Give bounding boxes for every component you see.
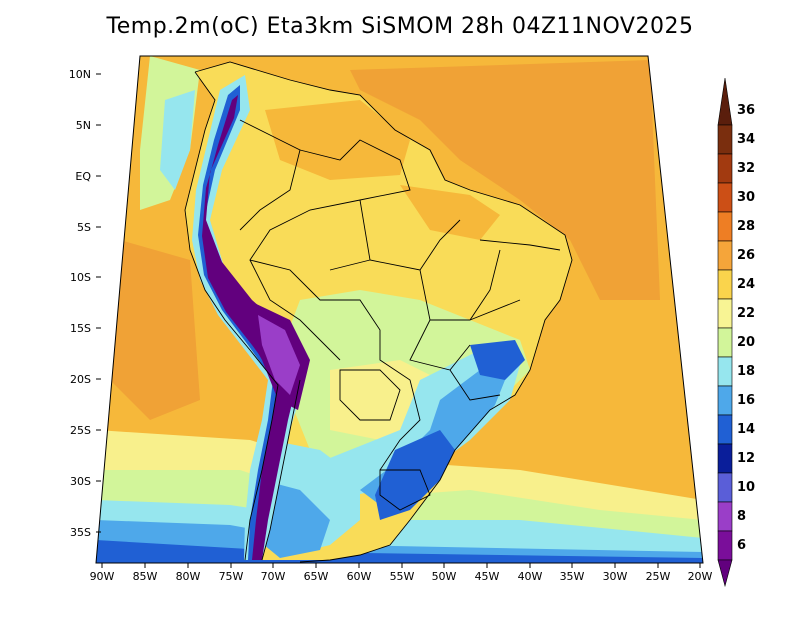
map-frame <box>95 55 704 564</box>
lat-tick-label: 15S <box>70 322 91 335</box>
colorbar-label: 12 <box>737 451 755 466</box>
colorbar-swatch <box>717 356 733 387</box>
peru-bolivia-border <box>249 259 341 361</box>
colorbar-swatch <box>717 298 733 329</box>
temperature-field <box>96 56 703 563</box>
pacific-north-cyan-band <box>160 90 195 190</box>
colorbar-label: 32 <box>737 161 755 176</box>
argentina-chile-border <box>261 379 301 561</box>
colorbar-label: 24 <box>737 277 755 292</box>
colorbar-label: 6 <box>737 538 746 553</box>
colorbar-swatch <box>717 530 733 561</box>
map-title: Temp.2m(oC) Eta3km SiSMOM 28h 04Z11NOV20… <box>106 14 694 39</box>
highlands-blue <box>470 340 525 380</box>
lon-tick-label: 45W <box>475 570 500 583</box>
colorbar-label: 28 <box>737 219 755 234</box>
colorbar-label: 14 <box>737 422 755 437</box>
altiplano-violet <box>258 315 300 395</box>
atlantic-warm-region <box>350 60 660 300</box>
lon-tick-label: 60W <box>347 570 372 583</box>
colorbar-swatch <box>717 472 733 503</box>
colorbar-label: 20 <box>737 335 755 350</box>
colorbar-label: 36 <box>737 103 755 118</box>
colorbar-swatch <box>717 443 733 474</box>
pacific-warm-region <box>110 240 200 420</box>
colorbar: 36 34 32 30 28 26 24 22 20 18 16 14 12 1… <box>717 77 755 588</box>
lon-tick-label: 55W <box>390 570 415 583</box>
lat-tick-label: 10S <box>70 271 91 284</box>
latitude-axis: 10N 5N EQ 5S 10S 15S 20S 25S 30S 35S <box>69 68 101 539</box>
colorbar-swatch <box>717 153 733 184</box>
colorbar-swatch <box>717 559 733 588</box>
colorbar-swatches <box>717 77 733 588</box>
lat-tick-label: 30S <box>70 475 91 488</box>
colorbar-swatch <box>717 240 733 271</box>
lon-tick-label: 30W <box>603 570 628 583</box>
lat-tick-label: 35S <box>70 526 91 539</box>
lon-tick-label: 35W <box>560 570 585 583</box>
colorbar-swatch <box>717 385 733 416</box>
brazil-state-lines <box>329 199 561 401</box>
colorbar-swatch <box>717 77 733 126</box>
colorbar-swatch <box>717 211 733 242</box>
brazil-border <box>249 139 421 471</box>
colorbar-swatch <box>717 269 733 300</box>
lon-tick-label: 20W <box>688 570 713 583</box>
paraguay-border <box>339 369 401 421</box>
lat-tick-label: 20S <box>70 373 91 386</box>
colorbar-label: 18 <box>737 364 755 379</box>
colombia-venezuela-border <box>239 119 301 231</box>
lat-tick-label: 5S <box>77 221 91 234</box>
lon-tick-label: 50W <box>432 570 457 583</box>
uruguay-border <box>379 469 431 511</box>
colorbar-label: 8 <box>737 509 746 524</box>
south-brazil-darkblue <box>375 430 455 520</box>
colorbar-label: 22 <box>737 306 755 321</box>
amazon-orange-patch <box>265 100 410 180</box>
northeast-orange-patch <box>400 185 500 240</box>
lat-tick-label: 5N <box>76 119 91 132</box>
colorbar-swatch <box>717 124 733 155</box>
longitude-axis: 90W 85W 80W 75W 70W 65W 60W 55W 50W 45W … <box>90 563 713 583</box>
colorbar-swatch <box>717 501 733 532</box>
lon-tick-label: 75W <box>219 570 244 583</box>
lon-tick-label: 90W <box>90 570 115 583</box>
lat-tick-label: EQ <box>75 170 91 183</box>
lon-tick-label: 85W <box>133 570 158 583</box>
colorbar-swatch <box>717 414 733 445</box>
lon-tick-label: 40W <box>518 570 543 583</box>
colorbar-label: 26 <box>737 248 755 263</box>
lon-tick-label: 25W <box>646 570 671 583</box>
lat-tick-label: 10N <box>69 68 91 81</box>
colorbar-swatch <box>717 327 733 358</box>
colorbar-label: 16 <box>737 393 755 408</box>
colorbar-label: 34 <box>737 132 755 147</box>
colorbar-swatch <box>717 182 733 213</box>
lon-tick-label: 80W <box>176 570 201 583</box>
lat-tick-label: 25S <box>70 424 91 437</box>
continent-coastline <box>184 61 573 563</box>
colorbar-label: 10 <box>737 480 755 495</box>
political-borders <box>184 61 573 563</box>
colorbar-label: 30 <box>737 190 755 205</box>
lon-tick-label: 70W <box>261 570 286 583</box>
lon-tick-label: 65W <box>304 570 329 583</box>
